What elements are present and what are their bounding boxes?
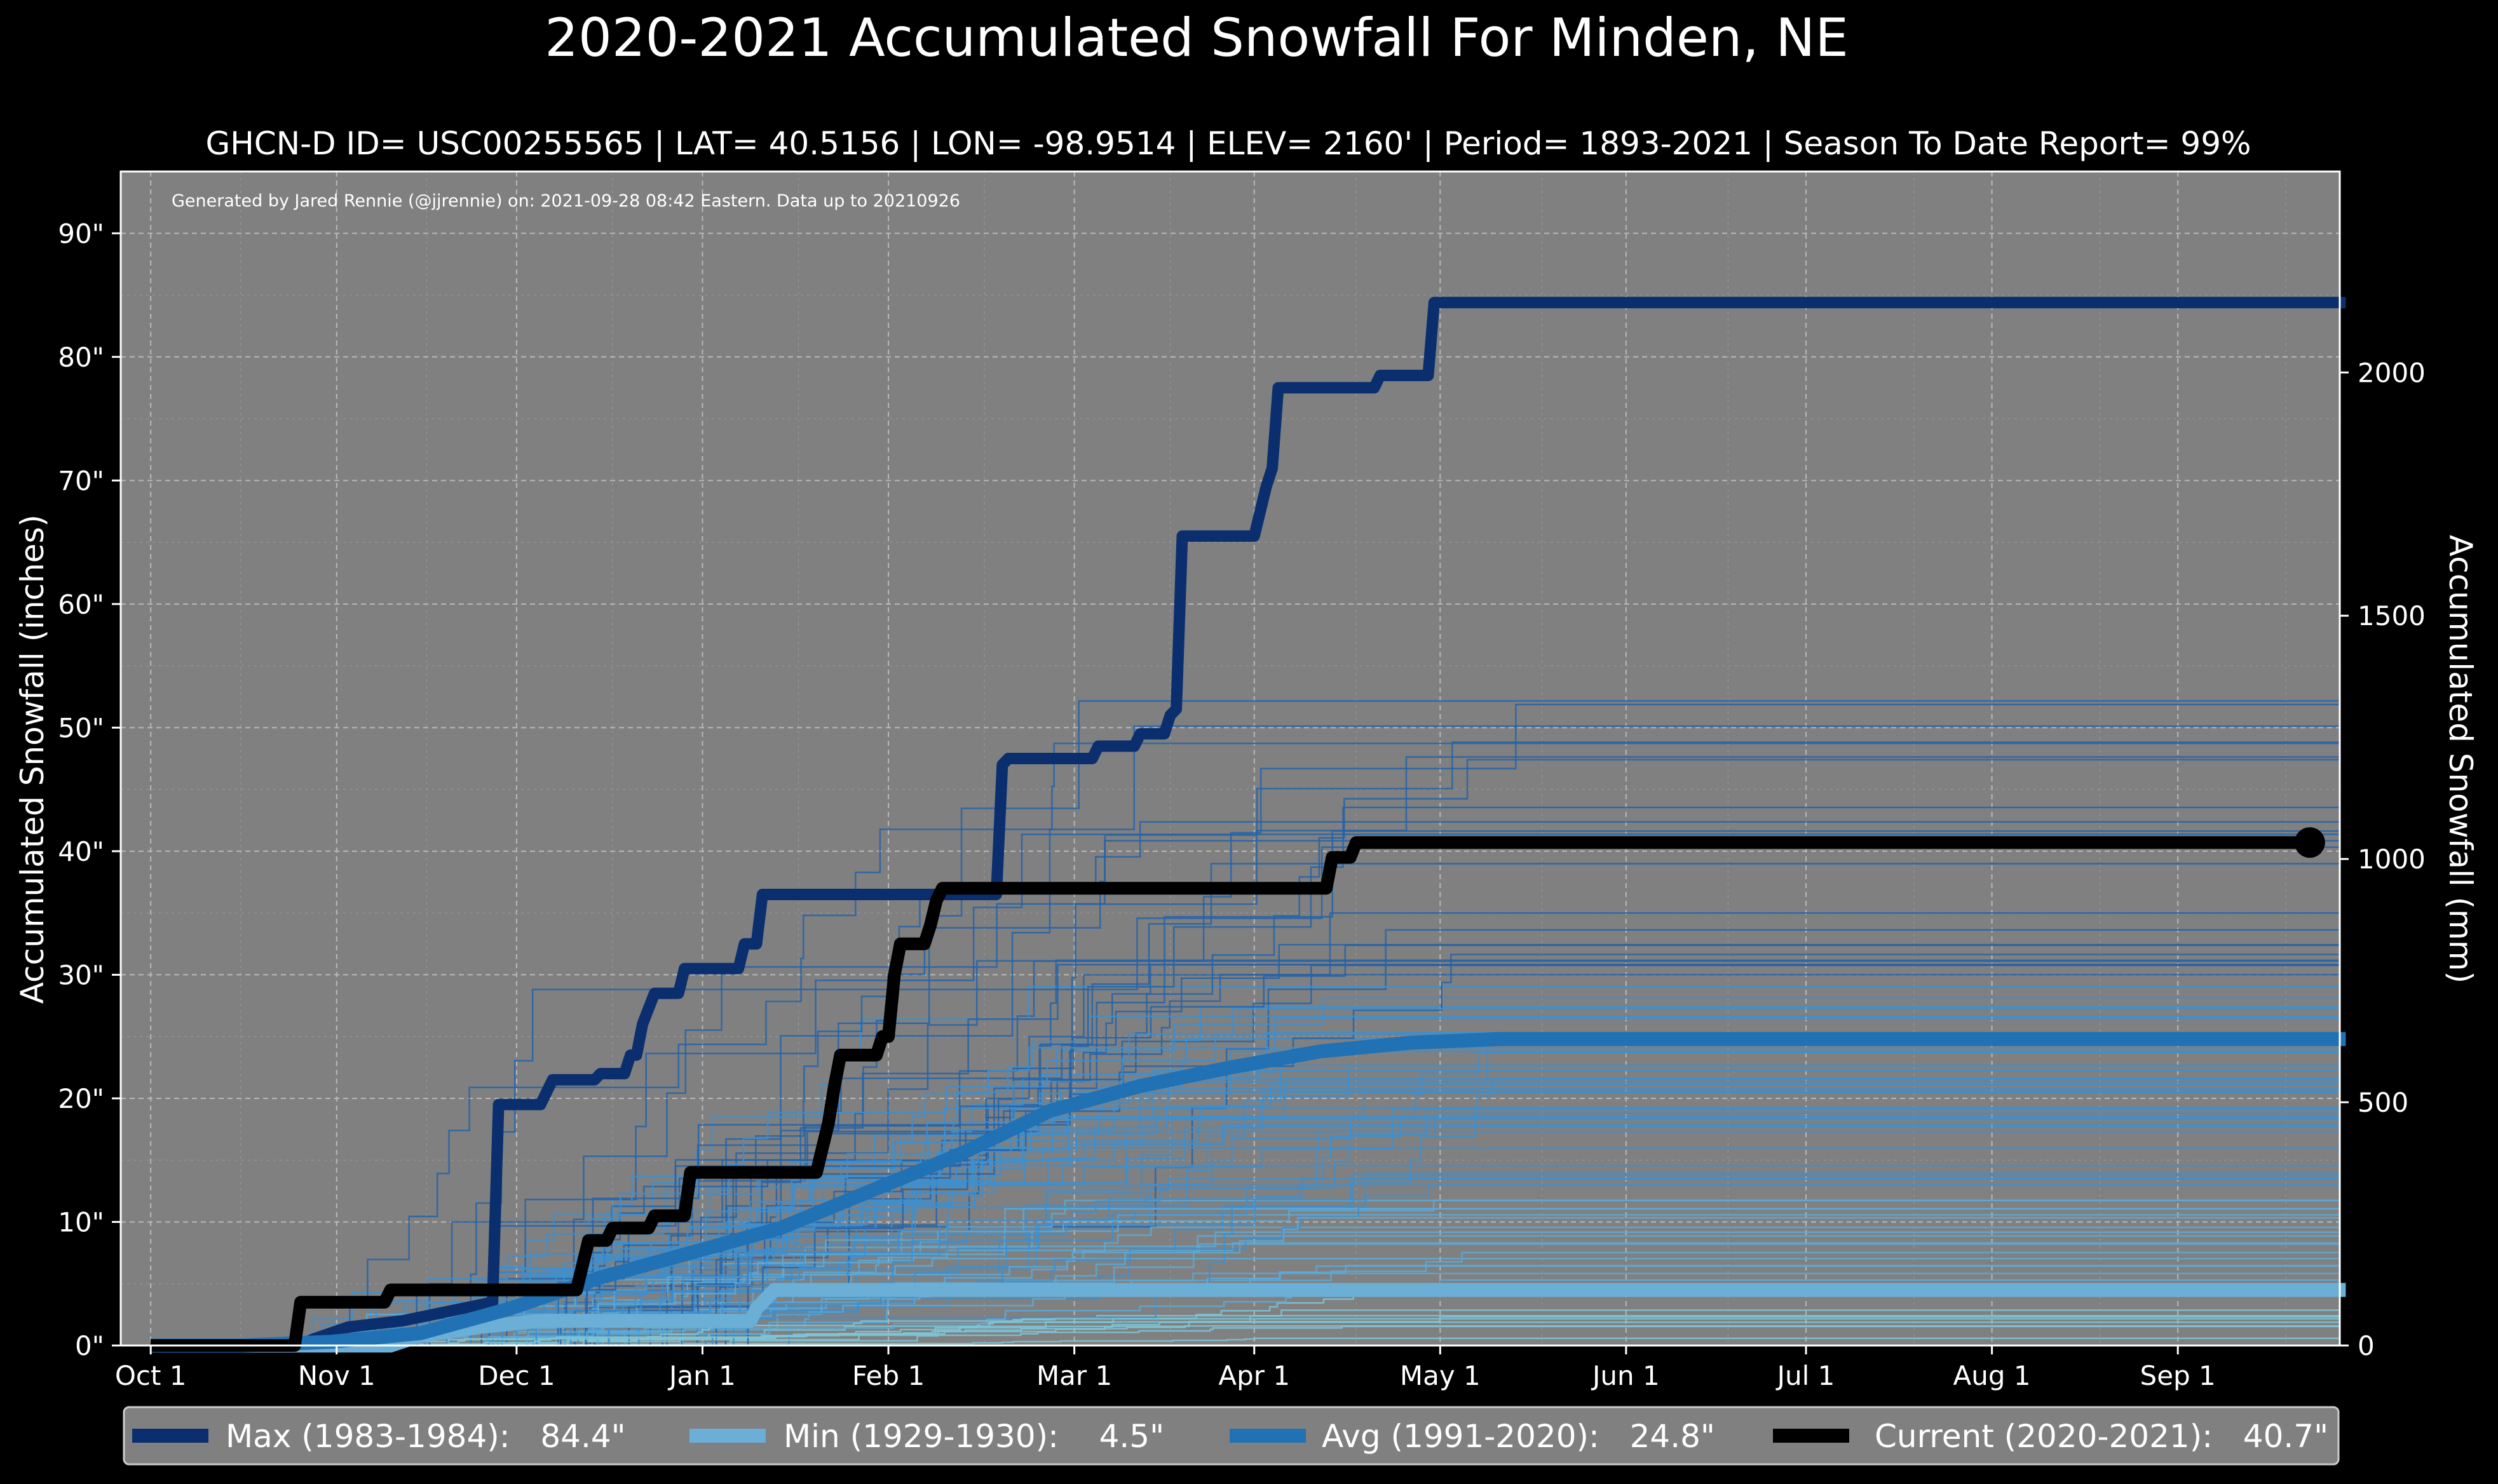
series-line-min — [151, 1283, 2346, 1352]
x-tick-label: Apr 1 — [1218, 1360, 1290, 1391]
y-tick-label: 80" — [58, 342, 104, 373]
historical-season-line — [151, 1033, 2340, 1347]
legend-label-avg: Avg (1991-2020): 24.8" — [1322, 1418, 1715, 1455]
legend-label-min: Min (1929-1930): 4.5" — [784, 1418, 1164, 1455]
series-line-current — [151, 836, 2310, 1352]
x-tick-label: Aug 1 — [1953, 1360, 2031, 1391]
historical-season-line — [151, 1217, 2340, 1347]
historical-season-line — [151, 1264, 2340, 1347]
historical-season-line — [151, 1083, 2340, 1347]
historical-season-line — [151, 830, 2340, 1347]
y-right-tick-label: 1000 — [2358, 844, 2426, 875]
historical-season-line — [151, 943, 2340, 1347]
x-tick-label: Mar 1 — [1036, 1360, 1112, 1391]
historical-season-line — [151, 1112, 2340, 1347]
y-tick-label: 50" — [58, 712, 104, 743]
historical-season-line — [151, 1070, 2340, 1347]
x-tick-label: Jan 1 — [667, 1360, 736, 1391]
series-line-max — [151, 297, 2346, 1351]
series-line-avg — [151, 1032, 2346, 1352]
historical-season-line — [151, 846, 2340, 1347]
legend-label-max: Max (1983-1984): 84.4" — [226, 1418, 626, 1455]
y-axis-ticks-left: 0" 10" 20" 30" 40" 50" 60" 70" 80" 90" — [58, 218, 121, 1361]
y-axis-ticks-right: 0 500 1000 1500 2000 — [2340, 357, 2426, 1361]
chart-subtitle: GHCN-D ID= USC00255565 | LAT= 40.5156 | … — [205, 125, 2251, 162]
plot-area — [119, 170, 2346, 1352]
historical-season-line — [151, 1052, 2340, 1347]
historical-season-line — [151, 1077, 2340, 1347]
x-tick-label: Jul 1 — [1775, 1360, 1835, 1391]
historical-season-line — [151, 1337, 2340, 1347]
y-axis-label-left: Accumulated Snowfall (inches) — [14, 515, 51, 1004]
current-end-marker — [2294, 827, 2325, 858]
y-tick-label: 0" — [75, 1330, 104, 1361]
historical-season-line — [151, 1314, 2340, 1347]
legend-label-current: Current (2020-2021): 40.7" — [1875, 1418, 2328, 1455]
y-tick-label: 90" — [58, 218, 104, 249]
x-tick-label: May 1 — [1400, 1360, 1481, 1391]
historical-season-line — [151, 1064, 2340, 1347]
plot-background — [121, 172, 2340, 1346]
historical-season-line — [151, 742, 2340, 1347]
y-tick-label: 10" — [58, 1206, 104, 1238]
historical-season-line — [151, 1325, 2340, 1347]
x-tick-label: Dec 1 — [478, 1360, 555, 1391]
y-right-tick-label: 1500 — [2358, 600, 2426, 631]
historical-season-line — [151, 1318, 2340, 1347]
y-right-tick-label: 0 — [2358, 1330, 2375, 1361]
x-tick-label: Feb 1 — [852, 1360, 925, 1391]
x-tick-label: Sep 1 — [2140, 1360, 2216, 1391]
x-tick-label: Nov 1 — [298, 1360, 376, 1391]
credit-note: Generated by Jared Rennie (@jjrennie) on… — [172, 191, 960, 211]
x-tick-label: Oct 1 — [115, 1360, 187, 1391]
historical-season-line — [151, 1251, 2340, 1347]
y-tick-label: 40" — [58, 836, 104, 867]
historical-season-line — [151, 1064, 2340, 1347]
historical-season-line — [151, 1047, 2340, 1347]
historical-season-line — [151, 1107, 2340, 1347]
historical-season-line — [151, 1091, 2340, 1347]
plot-frame — [119, 170, 2341, 1347]
series-lines — [151, 297, 2346, 1352]
y-axis-label-right: Accumulated Snowfall (mm) — [2442, 535, 2479, 983]
historical-season-line — [151, 1126, 2340, 1347]
legend: Max (1983-1984): 84.4" Min (1929-1930): … — [123, 1406, 2340, 1466]
historical-season-line — [151, 759, 2340, 1347]
y-tick-label: 60" — [58, 589, 104, 620]
x-tick-label: Jun 1 — [1591, 1360, 1660, 1391]
historical-season-line — [151, 1177, 2340, 1347]
y-tick-label: 20" — [58, 1083, 104, 1114]
y-right-tick-label: 2000 — [2358, 357, 2426, 388]
chart-title: 2020-2021 Accumulated Snowfall For Minde… — [545, 7, 1849, 69]
y-right-tick-label: 500 — [2358, 1087, 2408, 1118]
historical-season-line — [151, 929, 2340, 1347]
y-tick-label: 30" — [58, 959, 104, 990]
y-tick-label: 70" — [58, 465, 104, 496]
x-axis-ticks: Oct 1 Nov 1 Dec 1 Jan 1 Feb 1 Mar 1 Apr 1 May 1… — [115, 1346, 2216, 1391]
